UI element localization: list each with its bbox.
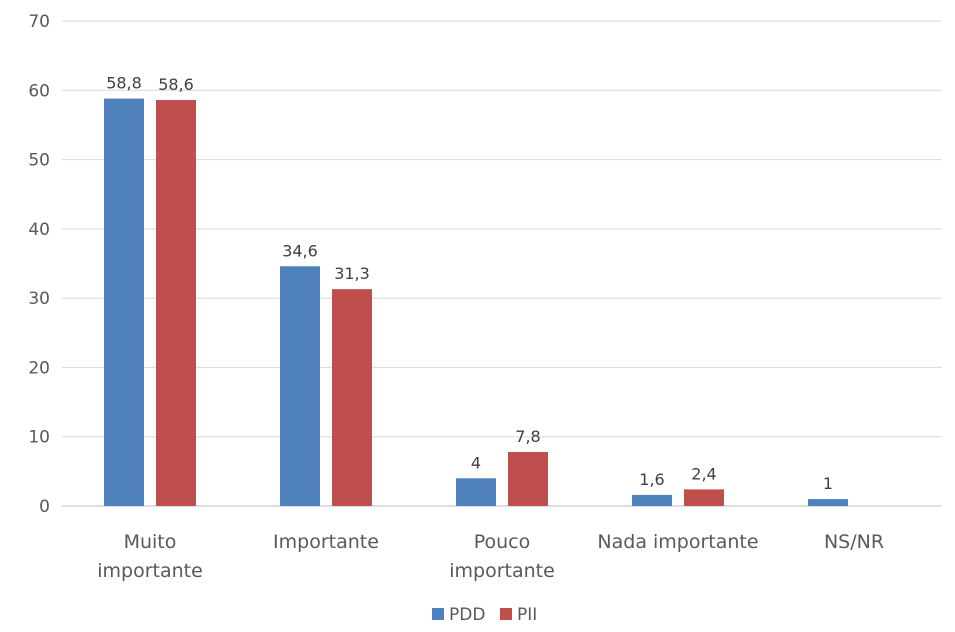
y-tick-label-0: 0 xyxy=(39,497,50,517)
data-label-pii-1: 31,3 xyxy=(334,264,370,283)
bar-pii-3 xyxy=(684,489,724,506)
data-label-pii-3: 2,4 xyxy=(691,464,716,483)
bar-pii-0 xyxy=(156,99,196,506)
y-tick-label-50: 50 xyxy=(28,151,50,171)
legend-label-pdd: PDD xyxy=(449,605,485,625)
data-label-pdd-1: 34,6 xyxy=(282,241,318,260)
bar-pdd-2 xyxy=(456,478,496,506)
bar-pdd-3 xyxy=(632,494,672,506)
bar-pdd-4 xyxy=(808,499,848,506)
legend-swatch-pii xyxy=(500,608,512,620)
legend-swatch-pdd xyxy=(432,608,444,620)
data-label-pdd-0: 58,8 xyxy=(106,74,142,93)
y-axis-tick-labels: 0 10 20 30 40 50 60 70 xyxy=(28,12,50,517)
data-labels: 58,8 58,6 34,6 31,3 4 7,8 1,6 2,4 1 xyxy=(106,74,833,493)
y-tick-label-40: 40 xyxy=(28,220,50,240)
category-label-1: Importante xyxy=(273,531,379,553)
data-label-pdd-4: 1 xyxy=(823,474,833,493)
category-label-3: Nada importante xyxy=(597,531,758,553)
x-axis-category-labels: Muito importante Importante Pouco importante… xyxy=(97,531,884,582)
data-label-pdd-2: 4 xyxy=(471,453,481,472)
bar-pdd-0 xyxy=(104,98,144,506)
bar-pii-1 xyxy=(332,289,372,506)
bar-pdd-1 xyxy=(280,266,320,506)
bars xyxy=(104,98,848,506)
y-tick-label-20: 20 xyxy=(28,358,50,378)
y-tick-label-10: 10 xyxy=(28,428,50,448)
legend-label-pii: PII xyxy=(517,605,537,625)
y-tick-label-30: 30 xyxy=(28,289,50,309)
data-label-pdd-3: 1,6 xyxy=(639,470,664,489)
y-tick-label-60: 60 xyxy=(28,81,50,101)
gridlines xyxy=(62,20,942,507)
data-label-pii-2: 7,8 xyxy=(515,427,540,446)
category-label-2: Pouco importante xyxy=(449,531,555,582)
category-label-0: Muito importante xyxy=(97,531,203,582)
y-tick-label-70: 70 xyxy=(28,12,50,32)
legend: PDD PII xyxy=(432,605,537,625)
category-label-4: NS/NR xyxy=(824,531,884,553)
data-label-pii-0: 58,6 xyxy=(158,75,194,94)
bar-pii-2 xyxy=(508,451,548,506)
